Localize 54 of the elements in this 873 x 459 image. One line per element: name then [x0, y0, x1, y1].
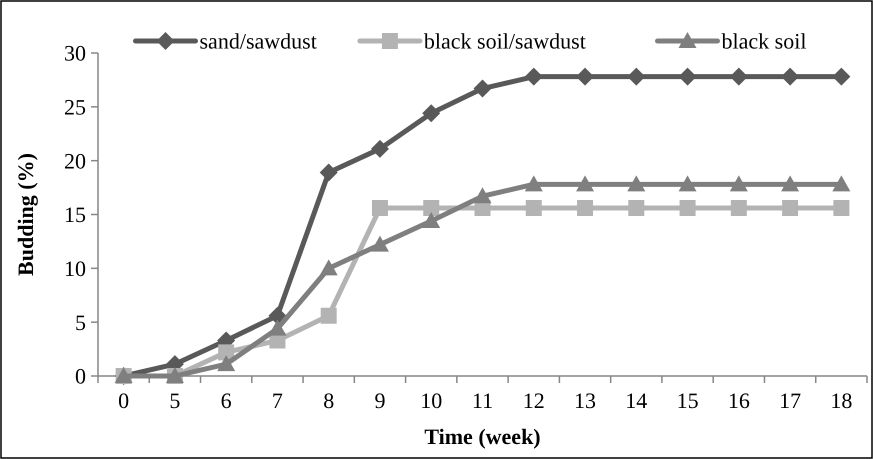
point [422, 212, 440, 228]
x-tick-label: 14 [625, 388, 648, 413]
point [526, 200, 542, 216]
x-tick-label: 16 [728, 388, 750, 413]
point [678, 175, 697, 192]
point [832, 175, 850, 192]
point [833, 200, 850, 216]
legend-label: black soil/sawdust [424, 28, 586, 54]
point [320, 259, 338, 276]
y-axis-title: Budding (%) [13, 153, 38, 276]
y-tick-label: 30 [64, 40, 86, 66]
y-tick-label: 15 [64, 202, 86, 228]
y-tick-label: 5 [75, 310, 86, 335]
point [730, 200, 747, 216]
x-tick-label: 15 [676, 388, 699, 413]
x-tick-label: 8 [323, 388, 334, 413]
point [474, 80, 492, 98]
x-tick-label: 13 [574, 388, 596, 413]
point [217, 355, 236, 372]
point [268, 306, 286, 325]
x-tick-label: 7 [272, 388, 283, 413]
point [320, 308, 337, 324]
y-tick-label: 25 [64, 94, 86, 120]
x-tick-label: 6 [220, 388, 232, 413]
point [577, 200, 594, 216]
x-tick-label: 0 [118, 388, 130, 413]
x-axis-title: Time (week) [424, 424, 541, 449]
x-tick-label: 10 [420, 388, 442, 413]
point [576, 175, 594, 192]
y-tick-label: 20 [64, 148, 86, 174]
point [680, 200, 696, 216]
x-tick-label: 12 [522, 388, 545, 413]
point [372, 200, 388, 216]
x-tick-label: 18 [830, 388, 852, 413]
point [730, 175, 748, 192]
point [370, 140, 389, 158]
point [524, 175, 543, 192]
point [422, 104, 440, 122]
y-tick-label: 0 [75, 364, 86, 389]
x-tick-label: 17 [779, 388, 802, 413]
point [781, 175, 800, 192]
point [320, 164, 338, 182]
point [782, 200, 798, 216]
legend-label: sand/sawdust [200, 28, 317, 54]
point [628, 200, 644, 216]
legend-label: black soil [722, 28, 806, 54]
point [370, 236, 389, 252]
point [474, 187, 492, 204]
x-tick-label: 11 [472, 388, 494, 413]
x-tick-label: 9 [374, 388, 386, 413]
point [627, 175, 646, 192]
x-tick-label: 5 [169, 388, 180, 413]
point [423, 200, 440, 216]
y-tick-label: 10 [64, 256, 86, 282]
